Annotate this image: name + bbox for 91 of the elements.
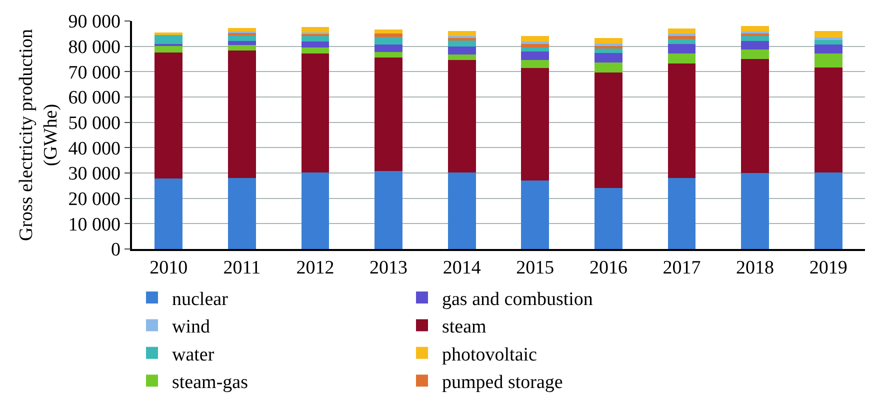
bar bbox=[301, 53, 330, 172]
y-tick-label: 80 000 bbox=[68, 36, 120, 58]
bar bbox=[814, 54, 842, 68]
bar bbox=[741, 40, 769, 50]
bar bbox=[741, 26, 769, 32]
x-tick-label: 2018 bbox=[736, 258, 774, 279]
bar bbox=[228, 35, 256, 41]
bar bbox=[668, 53, 696, 64]
bar bbox=[668, 39, 696, 44]
y-tick-label: 30 000 bbox=[68, 164, 120, 185]
x-tick-label: 2017 bbox=[662, 258, 701, 279]
bar bbox=[374, 30, 402, 34]
y-tick-label: 60 000 bbox=[68, 88, 120, 109]
bar bbox=[301, 42, 330, 48]
y-tick-label: 0 bbox=[110, 240, 120, 261]
bar bbox=[301, 27, 330, 32]
bar bbox=[594, 38, 622, 44]
y-tick-label: 70 000 bbox=[68, 62, 120, 84]
bar bbox=[521, 36, 550, 42]
legend-label: nuclear bbox=[172, 288, 229, 310]
x-tick-label: 2015 bbox=[516, 258, 554, 279]
bar bbox=[228, 28, 256, 32]
bar bbox=[741, 36, 769, 41]
y-tick-label: 50 000 bbox=[68, 112, 120, 134]
bar bbox=[374, 44, 402, 52]
legend-label: gas and combustion bbox=[442, 288, 594, 310]
bar bbox=[741, 34, 769, 36]
bar bbox=[448, 172, 476, 249]
y-tick-label: 90 000 bbox=[68, 12, 120, 33]
legend-label: photovoltaic bbox=[442, 344, 537, 366]
bar bbox=[594, 188, 622, 249]
y-tick-label: 20 000 bbox=[68, 188, 120, 210]
bar bbox=[668, 36, 696, 40]
legend-label: wind bbox=[172, 316, 210, 338]
x-tick-label: 2013 bbox=[370, 258, 408, 279]
legend-label: pumped storage bbox=[442, 372, 563, 393]
x-tick-label: 2016 bbox=[589, 258, 628, 279]
bar bbox=[154, 178, 183, 249]
bar bbox=[668, 63, 696, 178]
bar bbox=[594, 72, 622, 188]
bar bbox=[374, 37, 402, 45]
bar bbox=[448, 46, 476, 55]
x-tick-label: 2010 bbox=[150, 258, 188, 279]
x-tick-label: 2014 bbox=[442, 258, 482, 279]
bar bbox=[594, 43, 622, 46]
legend-label: steam-gas bbox=[172, 372, 248, 393]
bar bbox=[521, 60, 550, 68]
bar bbox=[594, 48, 622, 53]
bar bbox=[374, 58, 402, 172]
legend-label: steam bbox=[442, 316, 487, 338]
bar bbox=[448, 31, 476, 36]
bar bbox=[154, 46, 183, 52]
bar bbox=[228, 45, 256, 51]
bar bbox=[228, 32, 256, 36]
bar bbox=[521, 48, 550, 52]
y-tick-label: 40 000 bbox=[68, 138, 120, 160]
bar bbox=[374, 52, 402, 58]
bar bbox=[448, 60, 476, 172]
bar bbox=[668, 178, 696, 249]
bar bbox=[301, 172, 330, 249]
bar bbox=[154, 34, 183, 44]
bar bbox=[154, 52, 183, 178]
x-tick-label: 2019 bbox=[809, 258, 848, 279]
bar bbox=[374, 34, 402, 38]
bar bbox=[228, 50, 256, 178]
y-axis-title: Gross electricity production (GWhe) bbox=[16, 28, 62, 242]
bar bbox=[594, 62, 622, 72]
bar bbox=[521, 52, 550, 60]
bar bbox=[814, 30, 842, 38]
bar bbox=[814, 68, 842, 172]
y-tick-label: 10 000 bbox=[68, 214, 120, 236]
bar bbox=[668, 44, 696, 54]
bar bbox=[814, 172, 842, 249]
x-tick-label: 2011 bbox=[223, 258, 261, 279]
bar bbox=[814, 44, 842, 54]
bar bbox=[374, 171, 402, 249]
bar bbox=[668, 28, 696, 34]
bar bbox=[741, 173, 769, 249]
bar bbox=[814, 37, 842, 40]
bar bbox=[448, 54, 476, 60]
x-tick-label: 2012 bbox=[296, 258, 334, 279]
bar bbox=[448, 40, 476, 46]
bar bbox=[521, 180, 550, 249]
bar bbox=[741, 59, 769, 173]
bar bbox=[228, 40, 256, 46]
bar bbox=[594, 52, 622, 63]
bar bbox=[521, 68, 550, 180]
legend-label: water bbox=[172, 344, 215, 366]
bar bbox=[301, 48, 330, 54]
bar bbox=[741, 49, 769, 59]
bar bbox=[228, 178, 256, 249]
